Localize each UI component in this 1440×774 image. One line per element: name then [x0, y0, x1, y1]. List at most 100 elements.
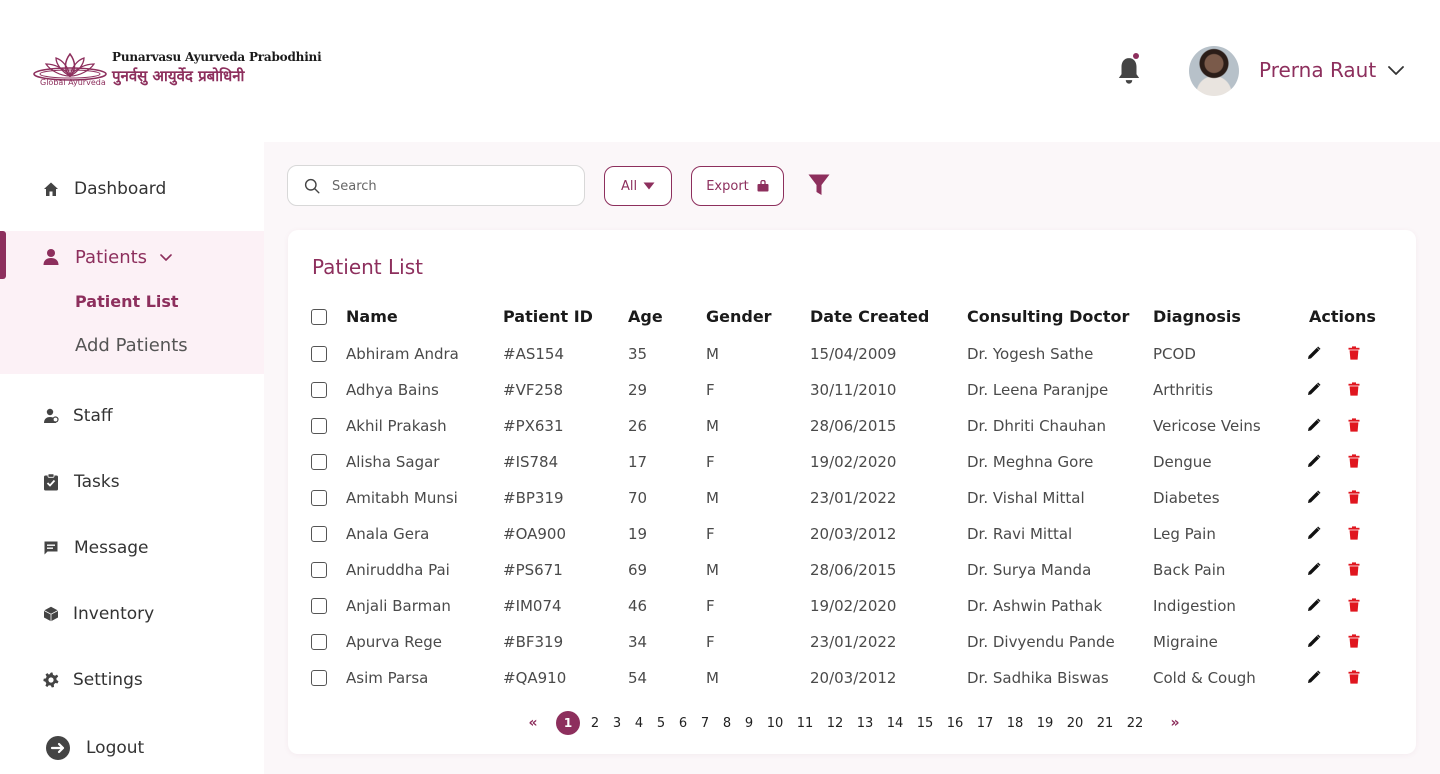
sidebar-item-tasks[interactable]: Tasks — [0, 462, 264, 502]
page-number[interactable]: 7 — [700, 715, 710, 731]
edit-icon[interactable] — [1307, 526, 1321, 540]
column-header-patient-id[interactable]: Patient ID — [503, 307, 593, 326]
row-checkbox[interactable] — [311, 562, 327, 578]
page-number[interactable]: 17 — [976, 715, 994, 731]
row-checkbox[interactable] — [311, 526, 327, 542]
row-checkbox[interactable] — [311, 598, 327, 614]
table-row[interactable]: Akhil Prakash #PX631 26 M 28/06/2015 Dr. Dhri… — [288, 408, 1416, 444]
avatar[interactable] — [1189, 46, 1239, 96]
edit-icon[interactable] — [1307, 382, 1321, 396]
page-number[interactable]: 12 — [826, 715, 844, 731]
table-row[interactable]: Asim Parsa #QA910 54 M 20/03/2012 Dr. Sadhika… — [288, 660, 1416, 696]
delete-icon[interactable] — [1347, 454, 1361, 468]
chevron-down-icon[interactable] — [159, 250, 173, 264]
page-number[interactable]: 9 — [744, 715, 754, 731]
column-header-consulting-doctor[interactable]: Consulting Doctor — [967, 307, 1130, 326]
brand-logo[interactable]: Punarvasu Ayurveda Prabodhini पुनर्वसु आ… — [32, 46, 322, 96]
chevron-down-icon[interactable] — [1386, 60, 1406, 80]
column-header-gender[interactable]: Gender — [706, 307, 772, 326]
sidebar-item-dashboard[interactable]: Dashboard — [0, 169, 264, 209]
page-number[interactable]: 19 — [1036, 715, 1054, 731]
cell-age: 69 — [628, 561, 648, 579]
page-number[interactable]: 20 — [1066, 715, 1084, 731]
page-number[interactable]: 15 — [916, 715, 934, 731]
filter-all-dropdown[interactable]: All — [604, 166, 672, 206]
page-number[interactable]: 16 — [946, 715, 964, 731]
delete-icon[interactable] — [1347, 418, 1361, 432]
table-row[interactable]: Alisha Sagar #IS784 17 F 19/02/2020 Dr. Meghn… — [288, 444, 1416, 480]
cell-consulting-doctor: Dr. Ashwin Pathak — [967, 597, 1102, 615]
page-number[interactable]: 13 — [856, 715, 874, 731]
sidebar-item-patients[interactable]: Patients — [0, 237, 264, 277]
delete-icon[interactable] — [1347, 526, 1361, 540]
row-checkbox[interactable] — [311, 634, 327, 650]
clipboard-icon — [42, 473, 60, 491]
page-number[interactable]: 1 — [556, 711, 580, 735]
sidebar-item-inventory[interactable]: Inventory — [0, 594, 264, 634]
next-page-button[interactable]: » — [1170, 715, 1180, 731]
table-row[interactable]: Aniruddha Pai #PS671 69 M 28/06/2015 Dr. Sury… — [288, 552, 1416, 588]
select-all-checkbox[interactable] — [311, 309, 327, 325]
row-checkbox[interactable] — [311, 670, 327, 686]
column-header-age[interactable]: Age — [628, 307, 663, 326]
page-number[interactable]: 22 — [1126, 715, 1144, 731]
page-number[interactable]: 5 — [656, 715, 666, 731]
sidebar-item-logout[interactable]: Logout — [0, 728, 264, 768]
table-row[interactable]: Anjali Barman #IM074 46 F 19/02/2020 Dr. Ashw… — [288, 588, 1416, 624]
row-checkbox[interactable] — [311, 454, 327, 470]
column-header-date-created[interactable]: Date Created — [810, 307, 930, 326]
page-number[interactable]: 4 — [634, 715, 644, 731]
sidebar-item-staff[interactable]: Staff — [0, 396, 264, 436]
row-checkbox[interactable] — [311, 418, 327, 434]
table-row[interactable]: Apurva Rege #BF319 34 F 23/01/2022 Dr. Divyen… — [288, 624, 1416, 660]
page-number[interactable]: 3 — [612, 715, 622, 731]
page-number[interactable]: 8 — [722, 715, 732, 731]
delete-icon[interactable] — [1347, 382, 1361, 396]
edit-icon[interactable] — [1307, 670, 1321, 684]
patients-section: Patients Patient List Add Patients — [0, 231, 264, 374]
cell-date-created: 28/06/2015 — [810, 417, 897, 435]
page-number[interactable]: 18 — [1006, 715, 1024, 731]
page-number[interactable]: 11 — [796, 715, 814, 731]
table-row[interactable]: Amitabh Munsi #BP319 70 M 23/01/2022 Dr. Vish… — [288, 480, 1416, 516]
row-checkbox[interactable] — [311, 490, 327, 506]
delete-icon[interactable] — [1347, 598, 1361, 612]
edit-icon[interactable] — [1307, 418, 1321, 432]
edit-icon[interactable] — [1307, 490, 1321, 504]
edit-icon[interactable] — [1307, 598, 1321, 612]
page-number[interactable]: 14 — [886, 715, 904, 731]
filter-icon[interactable] — [807, 173, 831, 197]
table-row[interactable]: Anala Gera #OA900 19 F 20/03/2012 Dr. Ravi Mi… — [288, 516, 1416, 552]
delete-icon[interactable] — [1347, 562, 1361, 576]
delete-icon[interactable] — [1347, 634, 1361, 648]
subnav-add-patients[interactable]: Add Patients — [75, 335, 188, 356]
search-input[interactable] — [332, 176, 572, 196]
cell-gender: F — [706, 633, 715, 651]
sidebar-item-settings[interactable]: Settings — [0, 660, 264, 700]
page-number[interactable]: 6 — [678, 715, 688, 731]
page-number[interactable]: 21 — [1096, 715, 1114, 731]
edit-icon[interactable] — [1307, 562, 1321, 576]
delete-icon[interactable] — [1347, 490, 1361, 504]
cell-diagnosis: Leg Pain — [1153, 525, 1216, 543]
delete-icon[interactable] — [1347, 346, 1361, 360]
row-checkbox[interactable] — [311, 382, 327, 398]
table-row[interactable]: Adhya Bains #VF258 29 F 30/11/2010 Dr. Leena … — [288, 372, 1416, 408]
page-number[interactable]: 10 — [766, 715, 784, 731]
edit-icon[interactable] — [1307, 346, 1321, 360]
edit-icon[interactable] — [1307, 634, 1321, 648]
bell-icon[interactable] — [1116, 56, 1142, 86]
column-header-diagnosis[interactable]: Diagnosis — [1153, 307, 1241, 326]
sidebar-item-message[interactable]: Message — [0, 528, 264, 568]
edit-icon[interactable] — [1307, 454, 1321, 468]
delete-icon[interactable] — [1347, 670, 1361, 684]
prev-page-button[interactable]: « — [528, 715, 538, 731]
user-name[interactable]: Prerna Raut — [1259, 58, 1377, 82]
page-number[interactable]: 2 — [590, 715, 600, 731]
search-box[interactable] — [287, 165, 585, 206]
export-button[interactable]: Export — [691, 166, 784, 206]
column-header-name[interactable]: Name — [346, 307, 398, 326]
table-row[interactable]: Abhiram Andra #AS154 35 M 15/04/2009 Dr. Yoge… — [288, 336, 1416, 372]
subnav-patient-list[interactable]: Patient List — [75, 292, 179, 311]
row-checkbox[interactable] — [311, 346, 327, 362]
